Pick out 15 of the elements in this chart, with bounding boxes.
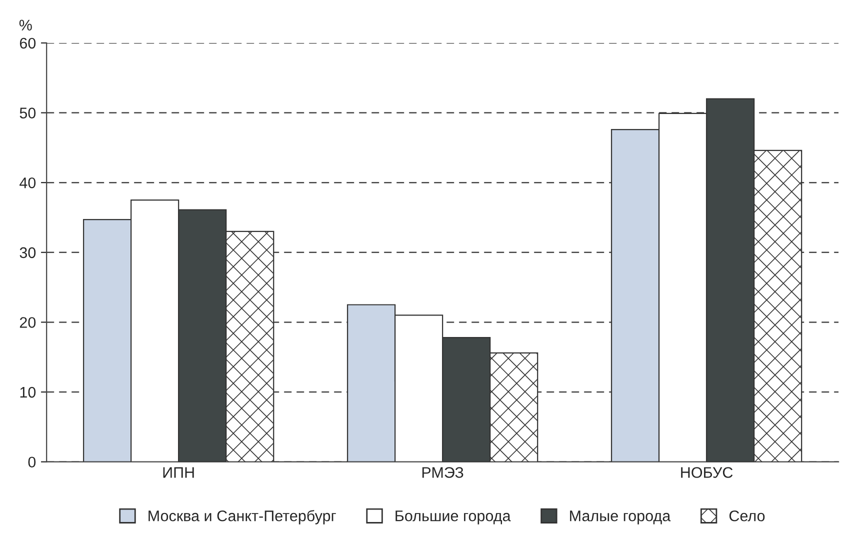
legend-label: Село: [729, 510, 765, 522]
y-tick-label: 20: [20, 317, 36, 328]
x-tick-label: ИПН: [163, 467, 194, 478]
y-tick-label: 40: [20, 177, 36, 188]
y-tick-label: 30: [20, 247, 36, 258]
y-tick-label: 60: [20, 38, 36, 49]
x-tick-label: РМЭЗ: [422, 467, 464, 478]
y-tick-label: 0: [28, 456, 36, 468]
x-tick-label: НОБУС: [681, 467, 733, 478]
legend-label: Малые города: [570, 510, 671, 524]
y-tick-label: 10: [20, 386, 36, 398]
legend-label: Большие города: [396, 510, 511, 524]
y-tick-label: 50: [20, 108, 36, 118]
y-axis-title: %: [19, 20, 32, 30]
legend-label: Москва и Санкт-Петербург: [148, 510, 336, 524]
